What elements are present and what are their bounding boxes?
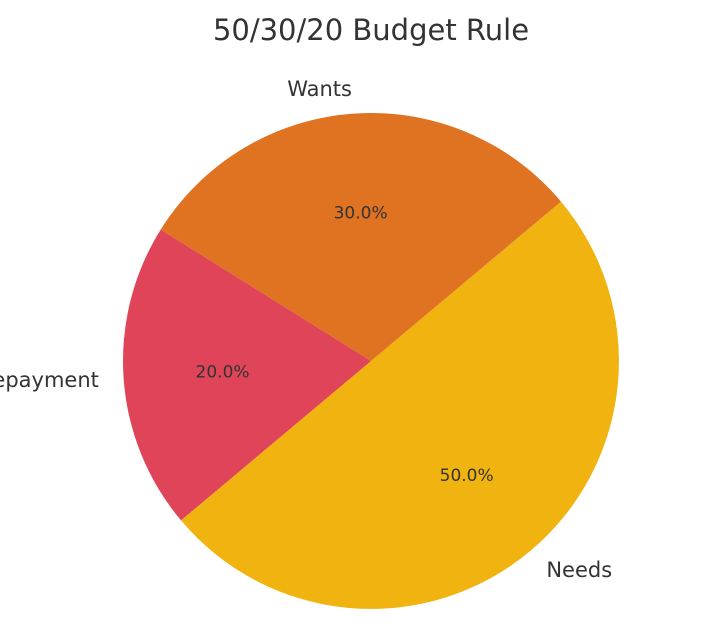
pie-slice-needs: [181, 201, 619, 609]
percent-label: 30.0%: [334, 204, 388, 224]
category-label: Needs: [546, 558, 612, 582]
category-label: Savings/Debt Repayment: [0, 368, 99, 392]
pie-slice-savings-debt-repayment: [123, 229, 371, 521]
category-label: Wants: [287, 77, 352, 101]
pie-slices: [123, 113, 619, 609]
chart-title: 50/30/20 Budget Rule: [213, 13, 529, 47]
pie-slice-wants: [160, 113, 561, 362]
percent-label: 50.0%: [440, 466, 494, 486]
pie-labels: 50.0% Needs 30.0% Wants 20.0% Savings/Debt Re…: [0, 77, 612, 582]
percent-label: 20.0%: [196, 362, 250, 382]
